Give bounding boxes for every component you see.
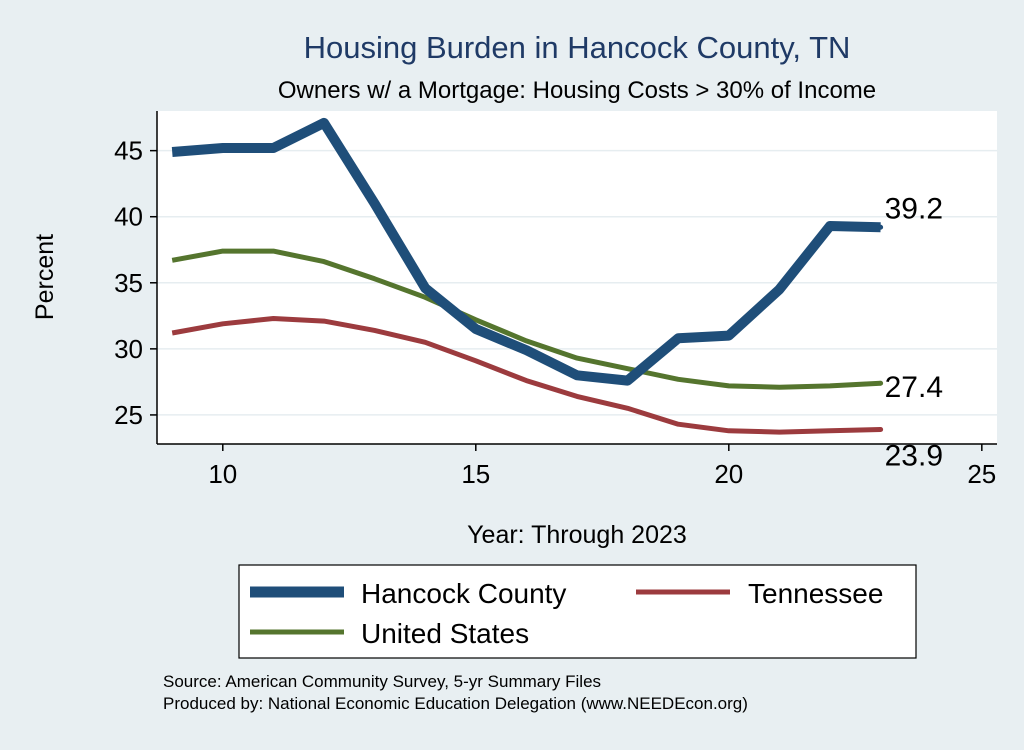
source-note: Source: American Community Survey, 5-yr … — [163, 672, 601, 691]
y-tick-label: 25 — [114, 400, 143, 430]
end-labels: 39.2 23.9 27.4 — [878, 192, 943, 472]
end-marker-hancock-county — [878, 224, 884, 230]
legend-label-tennessee: Tennessee — [748, 578, 883, 609]
series-line-united-states — [171, 248, 881, 390]
chart-title: Housing Burden in Hancock County, TN — [304, 30, 851, 65]
chart-subtitle: Owners w/ a Mortgage: Housing Costs > 30… — [278, 77, 876, 104]
end-label-united-states: 27.4 — [885, 371, 943, 404]
legend-label-united-states: United States — [361, 618, 529, 649]
legend: Hancock County Tennessee United States — [238, 564, 917, 659]
end-marker-united-states — [878, 380, 884, 386]
x-tick-label: 15 — [461, 459, 490, 489]
end-label-hancock-county: 39.2 — [885, 192, 943, 225]
series-lines — [171, 117, 881, 435]
end-marker-tennessee — [878, 426, 884, 432]
gridlines — [157, 149, 997, 416]
axis-ticks: 25 30 35 40 45 10 15 20 25 — [114, 136, 996, 489]
y-tick-label: 45 — [114, 136, 143, 166]
legend-label-hancock-county: Hancock County — [361, 578, 566, 609]
series-line-tennessee — [171, 316, 881, 435]
series-line-hancock-county — [171, 117, 881, 386]
x-axis-title: Year: Through 2023 — [467, 521, 687, 549]
x-tick-label: 25 — [967, 459, 996, 489]
y-tick-label: 35 — [114, 268, 143, 298]
y-tick-label: 40 — [114, 202, 143, 232]
y-axis-title: Percent — [31, 234, 59, 320]
legend-box — [238, 564, 917, 659]
plot-area — [157, 111, 997, 444]
producer-note: Produced by: National Economic Education… — [163, 694, 748, 713]
x-tick-label: 20 — [714, 459, 743, 489]
end-label-tennessee: 23.9 — [885, 439, 943, 472]
x-tick-label: 10 — [208, 459, 237, 489]
y-tick-label: 30 — [114, 334, 143, 364]
